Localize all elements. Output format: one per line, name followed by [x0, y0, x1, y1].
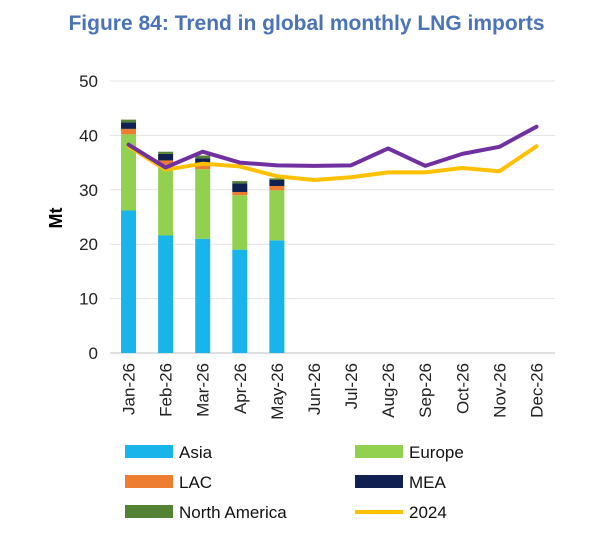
bar-segment	[158, 235, 174, 353]
bar-segment	[232, 183, 248, 192]
bar-segment	[269, 185, 285, 191]
x-tick-label: Nov-26	[490, 363, 509, 418]
y-tick-label: 50	[79, 72, 98, 91]
lines-group	[126, 124, 539, 183]
y-axis-label: Mt	[46, 208, 66, 229]
series-line	[126, 144, 539, 183]
y-tick-label: 40	[79, 126, 98, 145]
x-tick-label: May-26	[268, 363, 287, 420]
bar-segment	[269, 178, 285, 181]
bar-segment	[232, 191, 248, 196]
bar-segment	[121, 134, 137, 211]
bars-group	[121, 119, 285, 353]
x-tick-label: Jun-26	[305, 363, 324, 415]
chart-title: Figure 84: Trend in global monthly LNG i…	[68, 12, 545, 35]
legend-label: Europe	[409, 443, 464, 462]
bar-segment	[269, 180, 285, 186]
y-tick-label: 20	[79, 235, 98, 254]
bar-segment	[158, 160, 174, 165]
bar-segment	[269, 240, 285, 353]
bar-segment	[195, 238, 211, 353]
bar-segment	[269, 190, 285, 241]
x-tick-label: Dec-26	[527, 363, 546, 418]
bar-segment	[121, 128, 137, 135]
legend-label: LAC	[179, 473, 212, 492]
legend-label: MEA	[409, 473, 447, 492]
x-tick-label: Oct-26	[453, 363, 472, 414]
x-tick-label: Apr-26	[231, 363, 250, 414]
bar-segment	[232, 195, 248, 250]
legend-label: 2024	[409, 503, 447, 522]
bar-segment	[121, 119, 137, 123]
bar-segment	[158, 153, 174, 161]
x-tick-label: Jul-26	[342, 363, 361, 409]
x-tick-label: Feb-26	[157, 363, 176, 417]
legend-label: Asia	[179, 443, 213, 462]
legend-swatch	[355, 445, 403, 458]
legend-swatch	[125, 475, 173, 488]
gridlines	[110, 80, 555, 354]
x-tick-label: Aug-26	[379, 363, 398, 418]
bar-segment	[232, 249, 248, 353]
bar-segment	[121, 122, 137, 129]
bar-segment	[195, 169, 211, 239]
bar-segment	[158, 151, 174, 154]
legend-label: North America	[179, 503, 287, 522]
legend: Asia Europe LAC MEA North America 2024	[125, 443, 464, 522]
x-tick-label: Sep-26	[416, 363, 435, 418]
legend-swatch	[125, 505, 173, 518]
x-tick-label: Jan-26	[120, 363, 139, 415]
y-tick-label: 10	[79, 290, 98, 309]
bar-segment	[232, 181, 248, 184]
x-axis-ticks: Jan-26 Feb-26 Mar-26 Apr-26 May-26 Jun-26 Jul-…	[120, 363, 547, 420]
y-tick-label: 30	[79, 181, 98, 200]
legend-swatch	[125, 445, 173, 458]
bar-segment	[195, 155, 211, 159]
legend-swatch	[355, 475, 403, 488]
y-axis-ticks: 0 10 20 30 40 50	[79, 72, 98, 363]
y-tick-label: 0	[89, 344, 98, 363]
bar-segment	[195, 165, 211, 170]
x-tick-label: Mar-26	[194, 363, 213, 417]
bar-segment	[158, 164, 174, 236]
bar-segment	[121, 210, 137, 353]
series-line	[126, 124, 539, 170]
